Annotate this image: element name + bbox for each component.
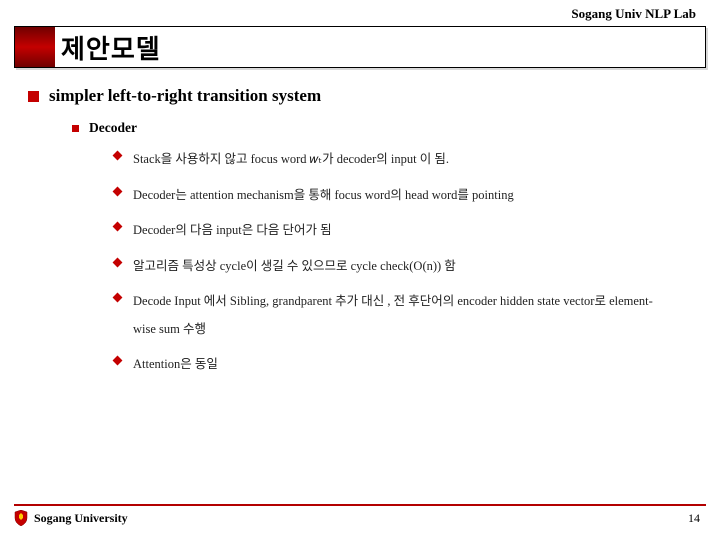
- university-shield-icon: [14, 510, 28, 526]
- level3-text: 알고리즘 특성상 cycle이 생길 수 있으므로 cycle check(O(…: [133, 253, 476, 281]
- level3-text: Stack을 사용하지 않고 focus word 𝑤ₜ가 decoder의 i…: [133, 146, 469, 174]
- footer-org: Sogang University: [34, 511, 128, 526]
- level3-text: Attention은 동일: [133, 351, 238, 379]
- level3-text: Decoder의 다음 input은 다음 단어가 됨: [133, 217, 352, 245]
- slide-title: 제안모델: [61, 29, 161, 66]
- bullet-level3: Decoder는 attention mechanism을 통해 focus w…: [114, 182, 692, 210]
- bullet-level1: simpler left-to-right transition system: [28, 86, 692, 106]
- diamond-bullet-icon: [113, 257, 123, 267]
- square-bullet-icon: [72, 125, 79, 132]
- page-number: 14: [688, 511, 706, 526]
- diamond-bullet-icon: [113, 356, 123, 366]
- header-lab-label: Sogang Univ NLP Lab: [571, 6, 696, 22]
- level3-text: Decoder는 attention mechanism을 통해 focus w…: [133, 182, 534, 210]
- bullet-level3: Decoder의 다음 input은 다음 단어가 됨: [114, 217, 692, 245]
- diamond-bullet-icon: [113, 293, 123, 303]
- title-red-block: [15, 27, 55, 67]
- level3-text: Decode Input 에서 Sibling, grandparent 추가 …: [133, 288, 692, 343]
- bullet-level3: Decode Input 에서 Sibling, grandparent 추가 …: [114, 288, 692, 343]
- footer-left: Sogang University: [14, 510, 128, 526]
- bullet-level3: Attention은 동일: [114, 351, 692, 379]
- content-area: simpler left-to-right transition system …: [28, 80, 692, 492]
- slide-footer: Sogang University 14: [14, 504, 706, 526]
- bullet-level2: Decoder: [72, 120, 692, 136]
- bullet-level3: 알고리즘 특성상 cycle이 생길 수 있으므로 cycle check(O(…: [114, 253, 692, 281]
- level1-text: simpler left-to-right transition system: [49, 86, 321, 106]
- diamond-bullet-icon: [113, 151, 123, 161]
- slide-title-band: 제안모델: [14, 26, 706, 68]
- square-bullet-icon: [28, 91, 39, 102]
- diamond-bullet-icon: [113, 186, 123, 196]
- diamond-bullet-icon: [113, 222, 123, 232]
- bullet-level3: Stack을 사용하지 않고 focus word 𝑤ₜ가 decoder의 i…: [114, 146, 692, 174]
- level2-text: Decoder: [89, 120, 137, 136]
